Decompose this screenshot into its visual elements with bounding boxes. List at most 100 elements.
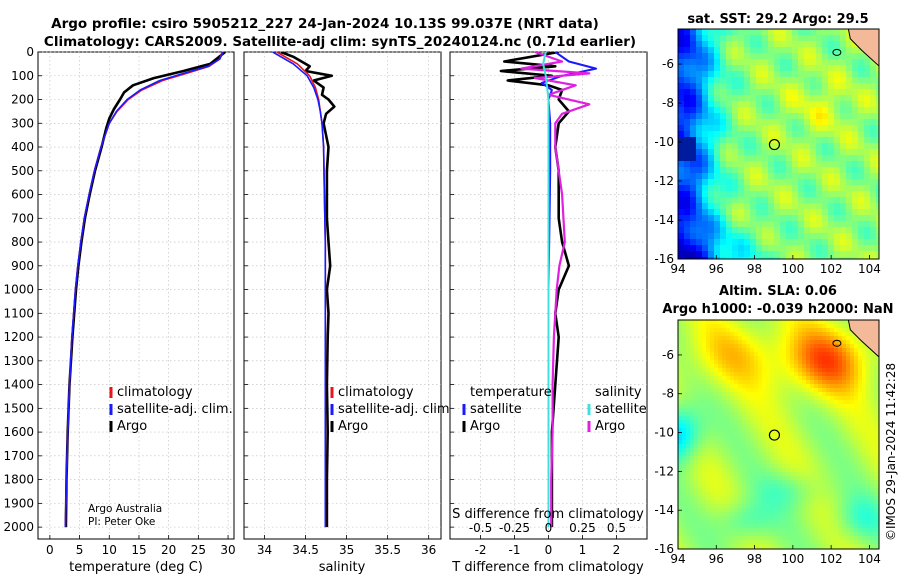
map-cell <box>684 257 691 259</box>
map-cell <box>822 332 827 337</box>
map-cell <box>686 468 691 473</box>
map-cell <box>864 227 871 234</box>
map-cell <box>858 197 865 204</box>
map-cell <box>678 71 685 78</box>
map-cell <box>810 203 817 210</box>
map-cell <box>702 167 709 174</box>
map-cell <box>792 137 799 144</box>
map-cell <box>738 113 745 120</box>
map-cell <box>758 376 763 381</box>
map-cell <box>874 380 879 385</box>
map-cell <box>690 328 695 333</box>
map-cell <box>778 512 783 517</box>
map-cell <box>806 468 811 473</box>
map-cell <box>870 480 875 485</box>
map-cell <box>794 404 799 409</box>
map-cell <box>684 203 691 210</box>
map-cell <box>846 412 851 417</box>
map-cell <box>822 227 829 234</box>
map-cell <box>702 173 709 180</box>
map-cell <box>822 328 827 333</box>
map-cell <box>780 47 787 54</box>
map-cell <box>834 492 839 497</box>
map-cell <box>802 432 807 437</box>
map-cell <box>710 440 715 445</box>
map-cell <box>678 388 683 393</box>
map-cell <box>744 239 751 246</box>
map-cell <box>698 360 703 365</box>
map-cell <box>726 77 733 84</box>
map-cell <box>734 356 739 361</box>
map-cell <box>874 428 879 433</box>
map-cell <box>686 448 691 453</box>
map-cell <box>842 512 847 517</box>
map-cell <box>762 524 767 529</box>
map-cell <box>842 360 847 365</box>
map-cell <box>798 143 805 150</box>
map-cell <box>714 71 721 78</box>
map-cell <box>866 524 871 529</box>
map-cell <box>792 107 799 114</box>
map-cell <box>698 344 703 349</box>
map-cell <box>842 536 847 541</box>
map-cell <box>826 348 831 353</box>
map-cell <box>854 340 859 345</box>
map-cell <box>766 540 771 545</box>
map-cell <box>678 119 685 126</box>
map-cell <box>810 143 817 150</box>
map-cell <box>714 464 719 469</box>
map-cell <box>750 476 755 481</box>
map-cell <box>768 245 775 252</box>
map-cell <box>708 239 715 246</box>
map-cell <box>702 428 707 433</box>
map-cell <box>840 257 847 259</box>
map-cell <box>686 532 691 537</box>
map-cell <box>726 197 733 204</box>
map-cell <box>686 420 691 425</box>
map-cell <box>734 328 739 333</box>
map-cell <box>754 440 759 445</box>
map-cell <box>730 336 735 341</box>
map-cell <box>876 257 879 259</box>
map-cell <box>774 71 781 78</box>
map-cell <box>726 472 731 477</box>
map-cell <box>866 540 871 545</box>
map-cell <box>722 332 727 337</box>
map-cell <box>798 424 803 429</box>
map-cell <box>702 251 709 258</box>
map-cell <box>782 436 787 441</box>
map-cell <box>714 456 719 461</box>
map-cell <box>866 492 871 497</box>
map-cell <box>714 356 719 361</box>
map-cell <box>804 233 811 240</box>
map-cell <box>722 444 727 449</box>
map-cell <box>686 324 691 329</box>
map-cell <box>766 412 771 417</box>
map-cell <box>778 524 783 529</box>
map-cell <box>822 396 827 401</box>
map-cell <box>780 197 787 204</box>
map-cell <box>810 215 817 222</box>
map-cell <box>774 233 781 240</box>
map-cell <box>782 440 787 445</box>
map-cell <box>720 161 727 168</box>
map-cell <box>798 203 805 210</box>
map-cell <box>846 508 851 513</box>
map-cell <box>798 336 803 341</box>
map-cell <box>790 408 795 413</box>
map-cell <box>762 360 767 365</box>
map-cell <box>838 508 843 513</box>
map-cell <box>678 221 685 228</box>
map-cell <box>862 516 867 521</box>
map-cell <box>698 464 703 469</box>
map-cell <box>714 107 721 114</box>
map-cell <box>850 420 855 425</box>
map-cell <box>870 360 875 365</box>
map-cell <box>690 468 695 473</box>
map-cell <box>822 460 827 465</box>
map-cell <box>830 484 835 489</box>
map-cell <box>774 448 779 453</box>
map-cell <box>774 173 781 180</box>
map-cell <box>754 540 759 545</box>
map-cell <box>840 149 847 156</box>
